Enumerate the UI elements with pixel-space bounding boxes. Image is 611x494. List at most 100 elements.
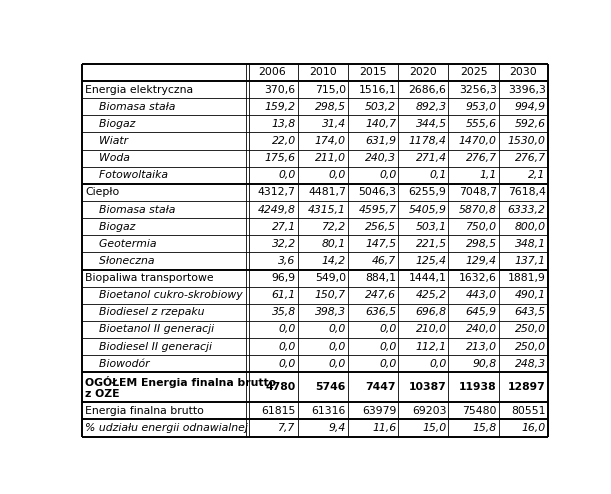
Text: 892,3: 892,3 [415, 102, 447, 112]
Text: 210,0: 210,0 [415, 325, 447, 334]
Text: 298,5: 298,5 [466, 239, 497, 249]
Text: 4595,7: 4595,7 [358, 205, 396, 214]
Text: 147,5: 147,5 [365, 239, 396, 249]
Text: 15,0: 15,0 [422, 423, 447, 433]
Text: 0,0: 0,0 [379, 342, 396, 352]
Text: 80551: 80551 [511, 406, 546, 416]
Text: 2010: 2010 [309, 67, 337, 78]
Text: 344,5: 344,5 [415, 119, 447, 129]
Text: 11,6: 11,6 [372, 423, 396, 433]
Text: 2015: 2015 [359, 67, 387, 78]
Text: 137,1: 137,1 [514, 256, 546, 266]
Text: 2006: 2006 [258, 67, 287, 78]
Text: 1881,9: 1881,9 [508, 273, 546, 283]
Text: Bioetanol cukro-skrobiowy: Bioetanol cukro-skrobiowy [85, 290, 243, 300]
Text: 9,4: 9,4 [329, 423, 346, 433]
Text: 696,8: 696,8 [415, 307, 447, 317]
Text: 0,1: 0,1 [430, 170, 447, 180]
Text: 5046,3: 5046,3 [358, 187, 396, 198]
Text: OGÓŁEM Energia finalna brutto
z OZE: OGÓŁEM Energia finalna brutto z OZE [85, 375, 276, 399]
Text: Geotermia: Geotermia [85, 239, 156, 249]
Text: 174,0: 174,0 [315, 136, 346, 146]
Text: Biopaliwa transportowe: Biopaliwa transportowe [85, 273, 213, 283]
Text: 248,3: 248,3 [514, 359, 546, 369]
Text: 348,1: 348,1 [514, 239, 546, 249]
Text: 631,9: 631,9 [365, 136, 396, 146]
Text: 27,1: 27,1 [271, 222, 296, 232]
Text: 7447: 7447 [366, 382, 396, 392]
Text: 443,0: 443,0 [466, 290, 497, 300]
Text: 61815: 61815 [262, 406, 296, 416]
Text: 129,4: 129,4 [466, 256, 497, 266]
Text: 1530,0: 1530,0 [508, 136, 546, 146]
Text: 0,0: 0,0 [279, 170, 296, 180]
Text: 61,1: 61,1 [271, 290, 296, 300]
Text: 2020: 2020 [409, 67, 437, 78]
Text: 0,0: 0,0 [379, 359, 396, 369]
Text: 14,2: 14,2 [322, 256, 346, 266]
Text: 0,0: 0,0 [329, 325, 346, 334]
Text: 1470,0: 1470,0 [459, 136, 497, 146]
Text: 271,4: 271,4 [415, 153, 447, 163]
Text: 96,9: 96,9 [271, 273, 296, 283]
Text: 750,0: 750,0 [466, 222, 497, 232]
Text: Słoneczna: Słoneczna [85, 256, 155, 266]
Text: 0,0: 0,0 [379, 170, 396, 180]
Text: 276,7: 276,7 [466, 153, 497, 163]
Text: 370,6: 370,6 [265, 84, 296, 94]
Text: 0,0: 0,0 [430, 359, 447, 369]
Text: 32,2: 32,2 [271, 239, 296, 249]
Text: 16,0: 16,0 [522, 423, 546, 433]
Text: 715,0: 715,0 [315, 84, 346, 94]
Text: 645,9: 645,9 [466, 307, 497, 317]
Text: Energia elektryczna: Energia elektryczna [85, 84, 193, 94]
Text: 3,6: 3,6 [279, 256, 296, 266]
Text: 140,7: 140,7 [365, 119, 396, 129]
Text: 2025: 2025 [459, 67, 488, 78]
Text: 549,0: 549,0 [315, 273, 346, 283]
Text: Biodiesel II generacji: Biodiesel II generacji [85, 342, 212, 352]
Text: 159,2: 159,2 [265, 102, 296, 112]
Text: 5870,8: 5870,8 [459, 205, 497, 214]
Text: 69203: 69203 [412, 406, 447, 416]
Text: Biomasa stała: Biomasa stała [85, 102, 175, 112]
Text: Fotowoltaika: Fotowoltaika [85, 170, 168, 180]
Text: 5746: 5746 [315, 382, 346, 392]
Text: 35,8: 35,8 [271, 307, 296, 317]
Text: 276,7: 276,7 [514, 153, 546, 163]
Text: 636,5: 636,5 [365, 307, 396, 317]
Text: 4312,7: 4312,7 [258, 187, 296, 198]
Text: 240,3: 240,3 [365, 153, 396, 163]
Text: 13,8: 13,8 [271, 119, 296, 129]
Text: 425,2: 425,2 [415, 290, 447, 300]
Text: 175,6: 175,6 [265, 153, 296, 163]
Text: 80,1: 80,1 [322, 239, 346, 249]
Text: 5405,9: 5405,9 [409, 205, 447, 214]
Text: 6333,2: 6333,2 [508, 205, 546, 214]
Text: 72,2: 72,2 [322, 222, 346, 232]
Text: Woda: Woda [85, 153, 130, 163]
Text: 7,7: 7,7 [279, 423, 296, 433]
Text: 1516,1: 1516,1 [358, 84, 396, 94]
Text: 0,0: 0,0 [279, 359, 296, 369]
Text: 12897: 12897 [508, 382, 546, 392]
Text: 4315,1: 4315,1 [308, 205, 346, 214]
Text: 2030: 2030 [509, 67, 537, 78]
Text: 2686,6: 2686,6 [409, 84, 447, 94]
Text: 213,0: 213,0 [466, 342, 497, 352]
Text: 4780: 4780 [265, 382, 296, 392]
Text: 953,0: 953,0 [466, 102, 497, 112]
Text: 7048,7: 7048,7 [459, 187, 497, 198]
Text: 1,1: 1,1 [480, 170, 497, 180]
Text: 4481,7: 4481,7 [308, 187, 346, 198]
Text: 125,4: 125,4 [415, 256, 447, 266]
Text: Biomasa stała: Biomasa stała [85, 205, 175, 214]
Text: 211,0: 211,0 [315, 153, 346, 163]
Text: 503,1: 503,1 [415, 222, 447, 232]
Text: 1178,4: 1178,4 [409, 136, 447, 146]
Text: 3396,3: 3396,3 [508, 84, 546, 94]
Text: 250,0: 250,0 [514, 342, 546, 352]
Text: Wiatr: Wiatr [85, 136, 128, 146]
Text: 250,0: 250,0 [514, 325, 546, 334]
Text: 0,0: 0,0 [279, 325, 296, 334]
